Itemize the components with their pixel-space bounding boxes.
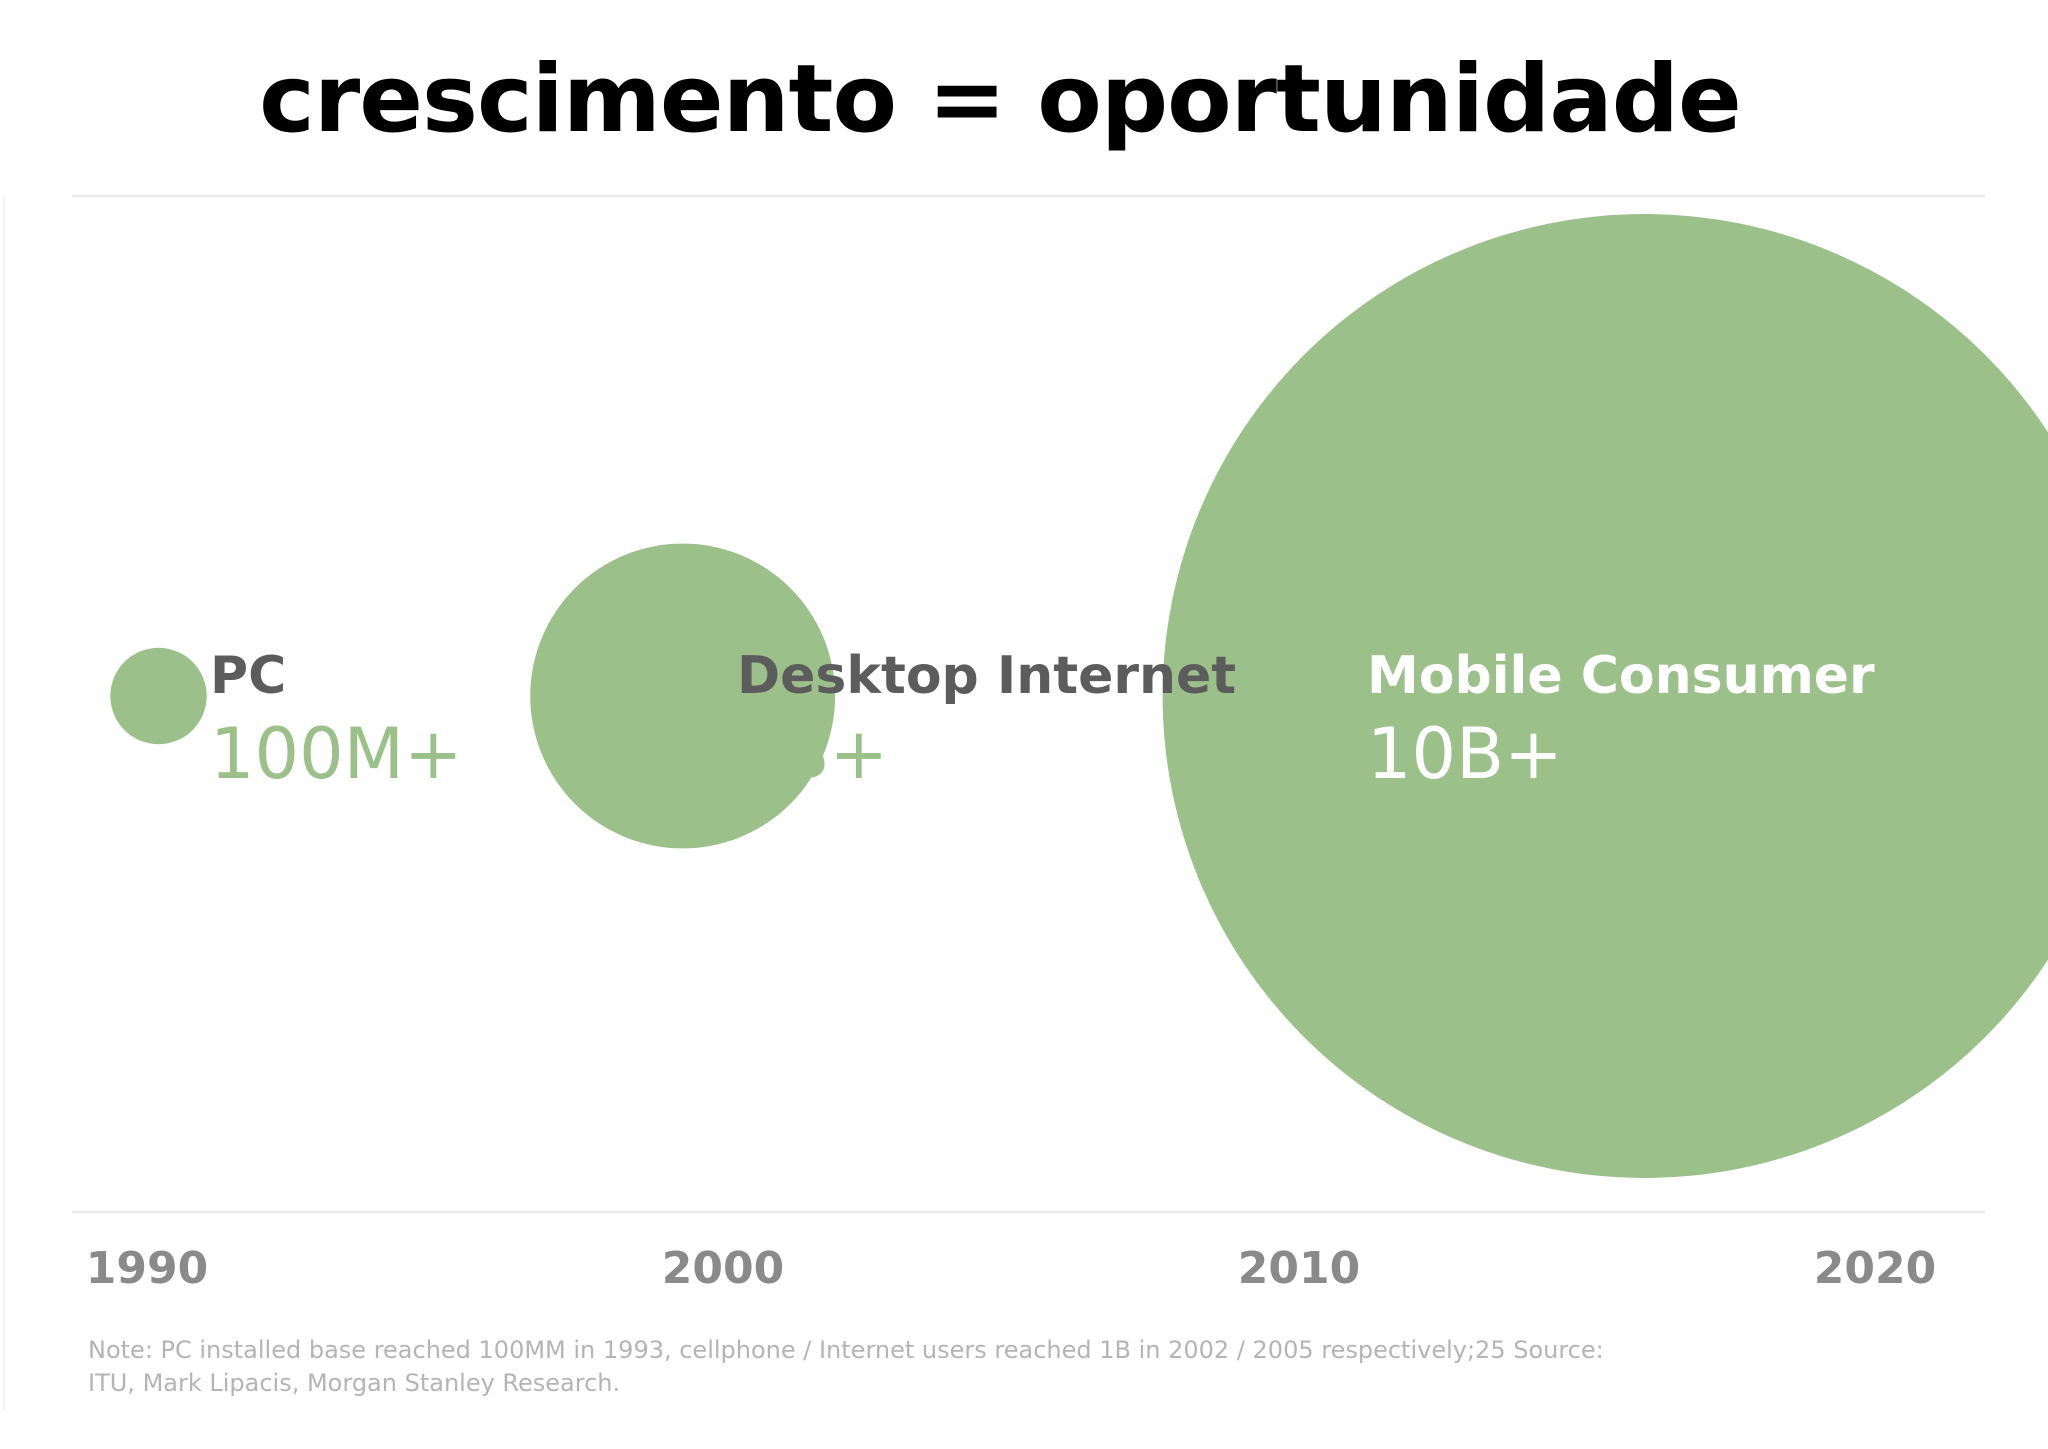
note-line-2: ITU, Mark Lipacis, Morgan Stanley Resear… — [88, 1369, 620, 1397]
value-desktop-internet: 1B+ — [737, 713, 888, 795]
chart-title: crescimento = oportunidade — [259, 45, 1742, 154]
bubble-mobile-consumer — [1162, 214, 2048, 1178]
x-axis-ticks: 1990 2000 2010 2020 — [86, 1243, 1936, 1294]
label-mobile-consumer: Mobile Consumer — [1367, 646, 1875, 706]
bubble-pc — [110, 647, 207, 745]
labels-layer: PC 100M+ Desktop Internet 1B+ Mobile Consume… — [210, 646, 1875, 795]
source-note: Note: PC installed base reached 100MM in… — [88, 1336, 1604, 1397]
label-desktop-internet: Desktop Internet — [737, 646, 1236, 706]
x-tick-2000: 2000 — [662, 1243, 784, 1294]
x-tick-1990: 1990 — [86, 1243, 208, 1294]
bubbles-layer — [110, 214, 2048, 1178]
value-mobile-consumer: 10B+ — [1367, 713, 1563, 795]
x-tick-2020: 2020 — [1814, 1243, 1936, 1294]
value-pc: 100M+ — [210, 713, 463, 795]
note-line-1: Note: PC installed base reached 100MM in… — [88, 1336, 1604, 1364]
label-pc: PC — [210, 646, 286, 706]
x-tick-2010: 2010 — [1238, 1243, 1360, 1294]
bubble-desktop-internet — [530, 543, 836, 849]
